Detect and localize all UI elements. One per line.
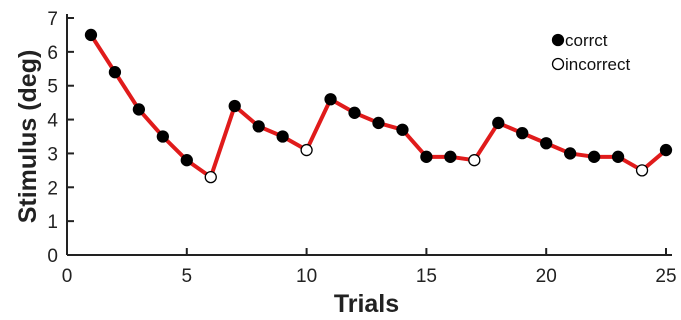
data-point-correct [564, 147, 577, 160]
x-tick-label: 0 [62, 266, 73, 287]
data-point-incorrect [468, 154, 481, 167]
data-point-correct [420, 150, 433, 163]
data-point-correct [372, 116, 385, 130]
data-point-correct [516, 126, 529, 140]
data-point-correct [276, 130, 289, 143]
legend: corrct incorrect [551, 31, 630, 74]
data-point-correct [252, 120, 265, 133]
data-point-incorrect [300, 143, 313, 157]
legend-marker-incorrect [551, 57, 565, 71]
x-tick-label: 5 [182, 266, 193, 287]
data-point-correct [324, 93, 337, 106]
data-point-correct [659, 143, 673, 157]
y-tick-label: 4 [47, 111, 58, 132]
axes [66, 14, 672, 256]
y-tick-label: 3 [47, 144, 58, 165]
y-tick-label: 2 [47, 178, 58, 199]
x-tick-label: 15 [416, 266, 437, 287]
data-point-incorrect [204, 170, 217, 184]
legend-marker-correct [551, 33, 565, 47]
y-tick-label: 1 [47, 212, 58, 233]
data-point-correct [180, 154, 193, 167]
data-point-correct [444, 150, 457, 163]
data-point-correct [492, 116, 505, 130]
ticks: 0 1 2 3 4 5 6 7 0 5 10 15 20 25 [47, 9, 676, 287]
data-point-correct [540, 137, 553, 150]
y-axis-label: Stimulus (deg) [14, 50, 42, 224]
data-point-correct [156, 130, 169, 143]
data-point-correct [611, 150, 625, 163]
y-tick-label: 6 [47, 43, 58, 64]
legend-label-incorrect: incorrect [565, 55, 630, 74]
data-point-correct [348, 106, 361, 119]
y-tick-label: 5 [47, 77, 58, 98]
x-tick-label: 10 [296, 266, 317, 287]
data-point-correct [132, 103, 146, 116]
data-point-correct [587, 150, 601, 163]
x-tick-label: 20 [536, 266, 557, 287]
y-tick-label: 0 [47, 246, 58, 267]
data-point-incorrect [635, 164, 649, 177]
data-point-correct [228, 99, 241, 113]
x-tick-label: 25 [655, 266, 676, 287]
x-axis-label: Trials [334, 290, 399, 318]
legend-label-correct: corrct [565, 31, 608, 50]
data-point-correct [108, 66, 122, 79]
data-point-correct [84, 28, 98, 42]
y-tick-label: 7 [47, 9, 58, 30]
data-point-correct [396, 123, 409, 136]
series [84, 28, 673, 184]
